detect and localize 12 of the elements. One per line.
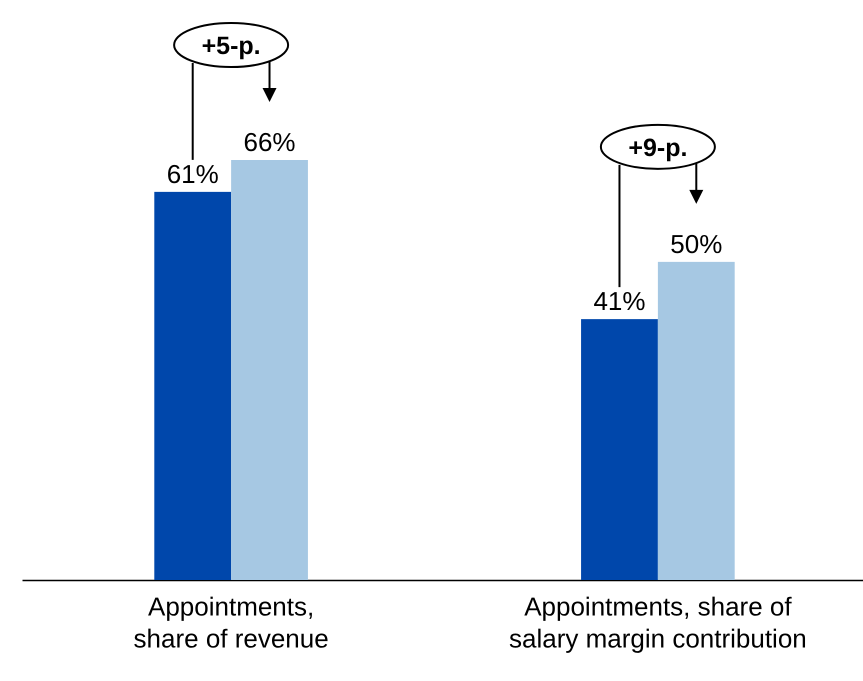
data-label: 50% xyxy=(670,228,722,259)
text: +5-p. xyxy=(202,32,261,60)
bar xyxy=(658,262,735,580)
data-label: 61% xyxy=(166,158,219,189)
data-label: 41% xyxy=(593,286,646,316)
x-tick-label: Appointments, share of revenue xyxy=(134,592,329,654)
annotation: +9-p. xyxy=(628,134,688,162)
bar xyxy=(154,192,232,580)
bar xyxy=(231,160,308,580)
x-tick-label: Appointments, share of salary margin contribution xyxy=(509,592,807,654)
bar xyxy=(581,319,658,580)
data-label: 66% xyxy=(244,127,296,157)
